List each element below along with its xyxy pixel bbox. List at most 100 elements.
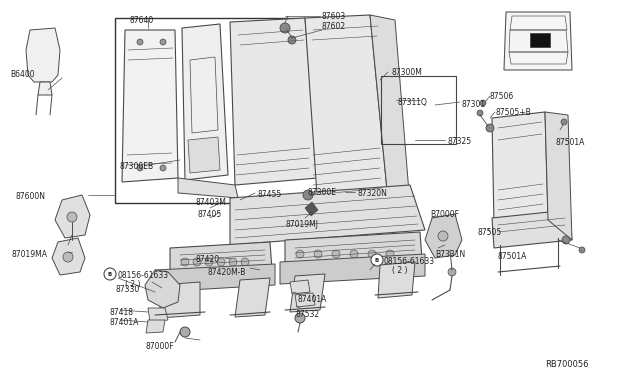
- Polygon shape: [182, 24, 228, 180]
- Text: 87420M-B: 87420M-B: [208, 268, 246, 277]
- Circle shape: [448, 268, 456, 276]
- Text: 87405: 87405: [198, 210, 222, 219]
- Polygon shape: [370, 15, 410, 205]
- Circle shape: [160, 165, 166, 171]
- Circle shape: [477, 110, 483, 116]
- Circle shape: [295, 313, 305, 323]
- Text: 87600N: 87600N: [15, 192, 45, 201]
- Text: B7331N: B7331N: [435, 250, 465, 259]
- Polygon shape: [122, 30, 178, 182]
- Text: 87330: 87330: [115, 285, 140, 294]
- Polygon shape: [492, 210, 572, 248]
- Circle shape: [332, 250, 340, 258]
- Circle shape: [205, 258, 213, 266]
- Polygon shape: [285, 232, 422, 268]
- Circle shape: [562, 236, 570, 244]
- Text: RB700056: RB700056: [545, 360, 589, 369]
- Circle shape: [241, 258, 249, 266]
- Text: 87000F: 87000F: [145, 342, 173, 351]
- Text: B6400: B6400: [10, 70, 35, 79]
- Circle shape: [486, 124, 494, 132]
- Text: 87506: 87506: [490, 92, 515, 101]
- Text: 87401A: 87401A: [297, 295, 326, 304]
- Text: 08156-61633: 08156-61633: [117, 271, 168, 280]
- Circle shape: [137, 39, 143, 45]
- Circle shape: [229, 258, 237, 266]
- Text: 87532: 87532: [295, 310, 319, 319]
- Circle shape: [371, 254, 383, 266]
- Polygon shape: [295, 293, 315, 307]
- Text: B7000F: B7000F: [430, 210, 459, 219]
- Circle shape: [314, 250, 322, 258]
- Circle shape: [67, 212, 77, 222]
- Text: 08156-61633: 08156-61633: [384, 257, 435, 266]
- Polygon shape: [492, 112, 548, 226]
- Circle shape: [561, 119, 567, 125]
- Polygon shape: [178, 178, 238, 198]
- Text: 87019MA: 87019MA: [12, 250, 48, 259]
- Text: 87300E: 87300E: [307, 188, 336, 197]
- Text: 87603: 87603: [322, 12, 346, 21]
- Circle shape: [160, 39, 166, 45]
- Polygon shape: [378, 262, 415, 298]
- Text: 87301: 87301: [462, 100, 486, 109]
- Circle shape: [303, 190, 313, 200]
- Bar: [115, 18, 375, 203]
- Circle shape: [181, 258, 189, 266]
- Circle shape: [217, 258, 225, 266]
- Polygon shape: [148, 308, 168, 322]
- Polygon shape: [545, 112, 572, 240]
- Circle shape: [63, 252, 73, 262]
- Text: ( 2 ): ( 2 ): [125, 280, 141, 289]
- Circle shape: [280, 23, 290, 33]
- Text: 87602: 87602: [322, 22, 346, 31]
- Polygon shape: [230, 18, 318, 185]
- Circle shape: [438, 231, 448, 241]
- Circle shape: [386, 250, 394, 258]
- Polygon shape: [188, 137, 220, 173]
- Polygon shape: [305, 15, 388, 210]
- Polygon shape: [235, 278, 270, 317]
- Text: 87300M: 87300M: [392, 68, 423, 77]
- Text: 87501A: 87501A: [498, 252, 527, 261]
- Text: 87320N: 87320N: [357, 189, 387, 198]
- Bar: [381, 76, 456, 144]
- Text: 87501A: 87501A: [555, 138, 584, 147]
- Circle shape: [288, 36, 296, 44]
- Circle shape: [480, 100, 486, 106]
- Text: 87640: 87640: [130, 16, 154, 25]
- Polygon shape: [504, 12, 572, 70]
- Text: 87311Q: 87311Q: [397, 98, 427, 107]
- Circle shape: [350, 250, 358, 258]
- Polygon shape: [55, 195, 90, 238]
- Text: 87403M: 87403M: [195, 198, 226, 207]
- Bar: [530, 33, 550, 47]
- Polygon shape: [230, 185, 425, 245]
- Polygon shape: [305, 202, 318, 216]
- Text: 87300EB: 87300EB: [120, 162, 154, 171]
- Polygon shape: [52, 238, 85, 275]
- Text: B: B: [108, 272, 112, 276]
- Circle shape: [180, 327, 190, 337]
- Polygon shape: [155, 264, 275, 292]
- Circle shape: [104, 268, 116, 280]
- Circle shape: [579, 247, 585, 253]
- Circle shape: [296, 250, 304, 258]
- Text: 87401A: 87401A: [110, 318, 140, 327]
- Polygon shape: [146, 320, 165, 333]
- Polygon shape: [38, 82, 52, 95]
- Text: B: B: [375, 257, 379, 263]
- Circle shape: [137, 165, 143, 171]
- Circle shape: [368, 250, 376, 258]
- Polygon shape: [170, 242, 272, 276]
- Polygon shape: [160, 282, 200, 318]
- Text: 87325: 87325: [447, 137, 471, 146]
- Text: 87418: 87418: [110, 308, 134, 317]
- Text: 87019MJ: 87019MJ: [285, 220, 318, 229]
- Polygon shape: [290, 274, 325, 312]
- Text: 87455: 87455: [257, 190, 281, 199]
- Text: 87505+B: 87505+B: [495, 108, 531, 117]
- Text: 87505: 87505: [477, 228, 501, 237]
- Text: ( 2 ): ( 2 ): [392, 266, 408, 275]
- Polygon shape: [26, 28, 60, 82]
